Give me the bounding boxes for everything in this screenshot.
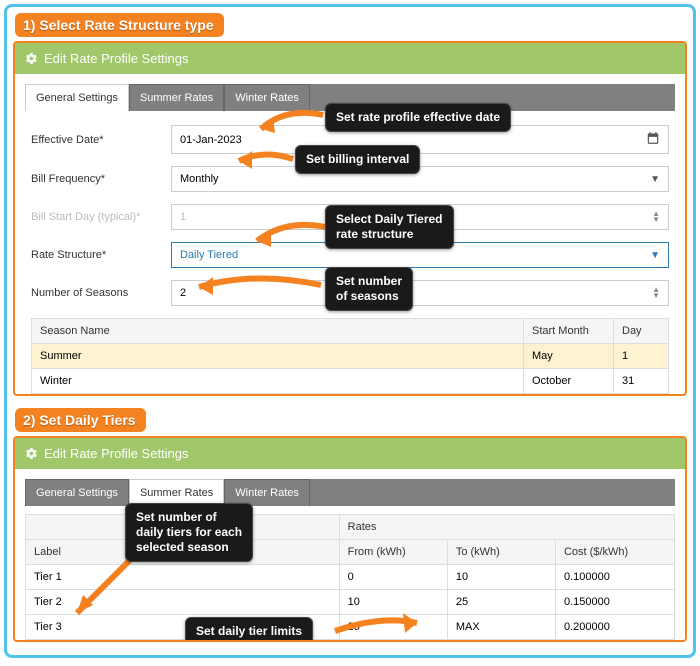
table-row[interactable]: Summer May 1 [32,344,669,369]
callout-effective-date: Set rate profile effective date [325,103,511,132]
callout-num-seasons: Set number of seasons [325,267,413,311]
value-bill-start-day: 1 [180,211,186,223]
rates-table: Rates Label From (kWh) To (kWh) Cost ($/… [25,514,675,640]
cell-from: 25 [339,615,447,640]
col-cost: Cost ($/kWh) [555,540,674,565]
col-to: To (kWh) [447,540,555,565]
callout-num-tiers: Set number of daily tiers for each selec… [125,503,253,562]
label-bill-start-day: Bill Start Day (typical)* [31,211,171,223]
cell-cost: 0.100000 [555,565,674,590]
panel-title: Edit Rate Profile Settings [44,51,189,66]
tab-strip: General Settings Summer Rates Winter Rat… [25,479,675,506]
step-2-panel: Edit Rate Profile Settings General Setti… [13,436,687,642]
tab-summer[interactable]: Summer Rates [129,84,224,111]
panel-header: Edit Rate Profile Settings [15,438,685,469]
tab-summer[interactable]: Summer Rates [129,479,224,506]
calendar-icon[interactable] [646,131,660,148]
gear-icon [25,52,38,65]
chevron-down-icon: ▼ [650,250,660,261]
step-1-badge: 1) Select Rate Structure type [15,13,224,37]
cell-to: 25 [447,590,555,615]
label-bill-frequency: Bill Frequency* [31,173,171,185]
table-row[interactable]: Tier 3 25 MAX 0.200000 [26,615,675,640]
label-effective-date: Effective Date* [31,134,171,146]
cell-label: Tier 2 [26,590,340,615]
cell-start-month: October [524,369,614,394]
table-row[interactable]: Tier 1 0 10 0.100000 [26,565,675,590]
cell-day: 31 [614,369,669,394]
input-num-seasons[interactable]: 2 ▲▼ [171,280,669,306]
table-row[interactable]: Winter October 31 [32,369,669,394]
value-bill-frequency: Monthly [180,173,219,185]
cell-cost: 0.150000 [555,590,674,615]
col-season-name: Season Name [32,319,524,344]
cell-season-name: Summer [32,344,524,369]
value-num-seasons: 2 [180,287,186,299]
col-start-month: Start Month [524,319,614,344]
cell-label: Tier 1 [26,565,340,590]
tab-winter[interactable]: Winter Rates [224,84,310,111]
tab-general[interactable]: General Settings [25,479,129,506]
cell-season-name: Winter [32,369,524,394]
cell-from: 10 [339,590,447,615]
step-1-panel: Edit Rate Profile Settings General Setti… [13,41,687,396]
callout-rate-structure: Select Daily Tiered rate structure [325,205,454,249]
stepper-icon: ▲▼ [652,211,660,223]
select-bill-frequency[interactable]: Monthly ▼ [171,166,669,192]
table-row[interactable]: Tier 2 10 25 0.150000 [26,590,675,615]
value-rate-structure: Daily Tiered [180,249,238,261]
label-num-seasons: Number of Seasons [31,287,171,299]
tab-general[interactable]: General Settings [25,84,129,111]
tab-winter[interactable]: Winter Rates [224,479,310,506]
cell-day: 1 [614,344,669,369]
seasons-table: Season Name Start Month Day Summer May 1… [31,318,669,394]
panel-title: Edit Rate Profile Settings [44,446,189,461]
cell-start-month: May [524,344,614,369]
cell-to: MAX [447,615,555,640]
cell-to: 10 [447,565,555,590]
gear-icon [25,447,38,460]
chevron-down-icon: ▼ [650,174,660,185]
step-2-badge: 2) Set Daily Tiers [15,408,146,432]
stepper-icon[interactable]: ▲▼ [652,287,660,299]
label-rate-structure: Rate Structure* [31,249,171,261]
cell-cost: 0.200000 [555,615,674,640]
col-rates-group: Rates [339,515,674,540]
value-effective-date: 01-Jan-2023 [180,134,242,146]
cell-from: 0 [339,565,447,590]
col-from: From (kWh) [339,540,447,565]
col-day: Day [614,319,669,344]
callout-bill-frequency: Set billing interval [295,145,420,174]
callout-tier-limits: Set daily tier limits [185,617,313,642]
panel-header: Edit Rate Profile Settings [15,43,685,74]
